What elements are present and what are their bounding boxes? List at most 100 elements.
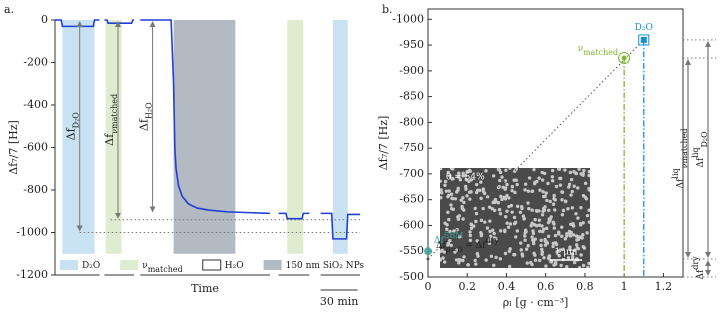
annotation-part: Δf (138, 118, 151, 131)
particle (479, 196, 483, 201)
particle (539, 238, 543, 242)
y-tick-label: -200 (23, 56, 48, 69)
particle (496, 201, 501, 205)
particle (540, 178, 545, 182)
particle (493, 198, 497, 203)
particle (549, 259, 553, 264)
particle (548, 199, 552, 204)
particle (535, 179, 539, 184)
particle (485, 226, 490, 230)
particle (451, 207, 456, 211)
x-tick-label: 0.8 (576, 280, 594, 293)
shade (332, 20, 348, 254)
particle (573, 248, 577, 252)
particle (553, 241, 558, 245)
particle (587, 220, 590, 224)
point-halo (638, 34, 650, 46)
particle (543, 194, 547, 199)
particle (457, 171, 461, 175)
particle (540, 252, 544, 256)
particle (587, 261, 590, 266)
particle (453, 197, 458, 201)
particle (498, 229, 503, 233)
point-label-part: ρ=0 (446, 244, 463, 253)
particle (550, 168, 555, 173)
particle (530, 221, 534, 225)
particle (524, 229, 528, 234)
y-tick-label: -1000 (16, 226, 48, 239)
inset-coverage: θ = 54% (446, 173, 485, 183)
bracket-label-part: liq (691, 147, 700, 157)
y-tick-label: 0 (41, 13, 48, 26)
particle (453, 250, 457, 254)
x-tick-label: 0.6 (537, 280, 555, 293)
particle (558, 248, 562, 252)
particle (488, 234, 493, 238)
particle (492, 208, 497, 213)
particle (461, 258, 465, 263)
particle (552, 193, 556, 198)
particle (574, 212, 578, 216)
particle (576, 216, 580, 220)
particle (541, 190, 545, 194)
legend-swatch (263, 260, 282, 270)
particle (449, 243, 453, 247)
particle (557, 254, 561, 258)
particle (468, 190, 472, 194)
particle (474, 219, 478, 224)
particle (560, 225, 564, 229)
particle (586, 265, 590, 268)
particle (445, 227, 449, 232)
particle (560, 212, 565, 217)
particle (579, 223, 583, 227)
particle (443, 221, 447, 225)
particle (466, 263, 470, 267)
particle (559, 263, 563, 268)
point-halo (618, 51, 631, 64)
data-line (278, 212, 310, 220)
particle (574, 243, 579, 247)
particle (560, 198, 564, 202)
legend-swatch (60, 260, 78, 270)
particle (531, 231, 536, 236)
particle (569, 177, 574, 182)
particle (532, 251, 536, 256)
y-tick-label: -600 (399, 218, 424, 231)
point (621, 55, 627, 61)
particle (571, 233, 576, 237)
particle (494, 255, 498, 260)
particle (492, 231, 496, 236)
particle (567, 182, 572, 186)
point-label: D₂O (635, 22, 653, 32)
particle (474, 182, 479, 187)
particle (567, 185, 571, 189)
particle (572, 260, 577, 265)
particle (498, 257, 503, 261)
particle (533, 258, 538, 262)
particle (525, 261, 529, 265)
shade (173, 20, 236, 254)
particle (487, 205, 492, 209)
particle (481, 206, 485, 211)
particle (515, 204, 520, 209)
particle (498, 178, 502, 183)
point-label-part: dry (485, 235, 499, 244)
particle (575, 246, 580, 250)
particle (474, 262, 478, 266)
particle (492, 236, 497, 240)
particle (551, 244, 555, 249)
particle (584, 197, 589, 201)
particle (475, 239, 479, 243)
particle (518, 210, 523, 215)
y-tick-label: -550 (399, 244, 424, 257)
band-label-part: Δf (434, 235, 444, 245)
particle (527, 206, 531, 211)
particle (505, 209, 509, 213)
particle (544, 191, 548, 195)
particle (552, 222, 556, 226)
particle (579, 205, 583, 210)
particle (542, 227, 546, 231)
particle (503, 228, 507, 232)
annotation-part: H₂O (144, 102, 153, 119)
particle (534, 209, 539, 213)
